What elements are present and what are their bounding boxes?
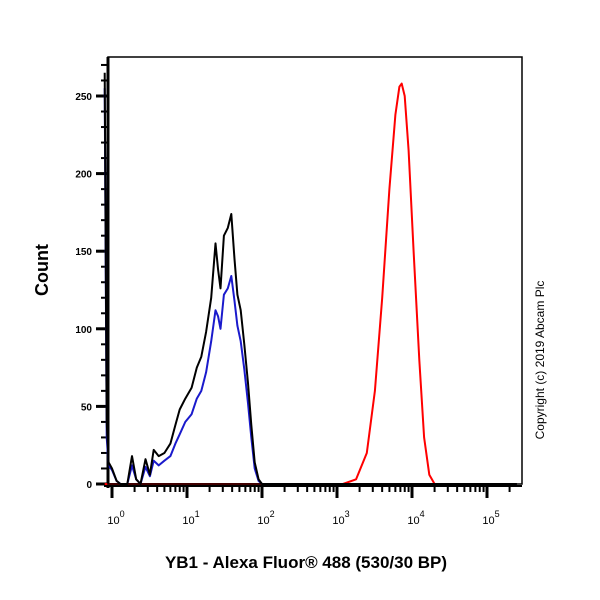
x-tick-label: 103: [332, 509, 349, 527]
x-axis-label: YB1 - Alexa Fluor® 488 (530/30 BP): [164, 553, 448, 572]
x-tick-label: 102: [257, 509, 274, 527]
series-line-black: [103, 72, 517, 485]
x-tick-label: 104: [407, 509, 424, 527]
y-tick-label: 0: [86, 480, 92, 491]
x-tick-label: 105: [482, 509, 499, 527]
x-tick-label: 101: [182, 509, 199, 527]
data-series: [103, 72, 517, 485]
y-tick-label: 200: [75, 170, 92, 181]
y-tick-label: 50: [81, 402, 93, 413]
plot-frame: [107, 56, 523, 485]
y-tick-label: 100: [75, 325, 92, 336]
y-tick-label: 150: [75, 247, 92, 258]
y-axis-label: Count: [32, 244, 52, 296]
series-line-blue: [103, 88, 517, 485]
x-tick-label: 100: [107, 509, 124, 527]
copyright-text: Copyright (c) 2019 Abcam Plc: [533, 280, 547, 440]
y-tick-label: 250: [75, 92, 92, 103]
axes: 0 50 100 150 200 250 100 101 102 103 104 105: [75, 57, 522, 527]
series-line-red: [104, 82, 517, 485]
